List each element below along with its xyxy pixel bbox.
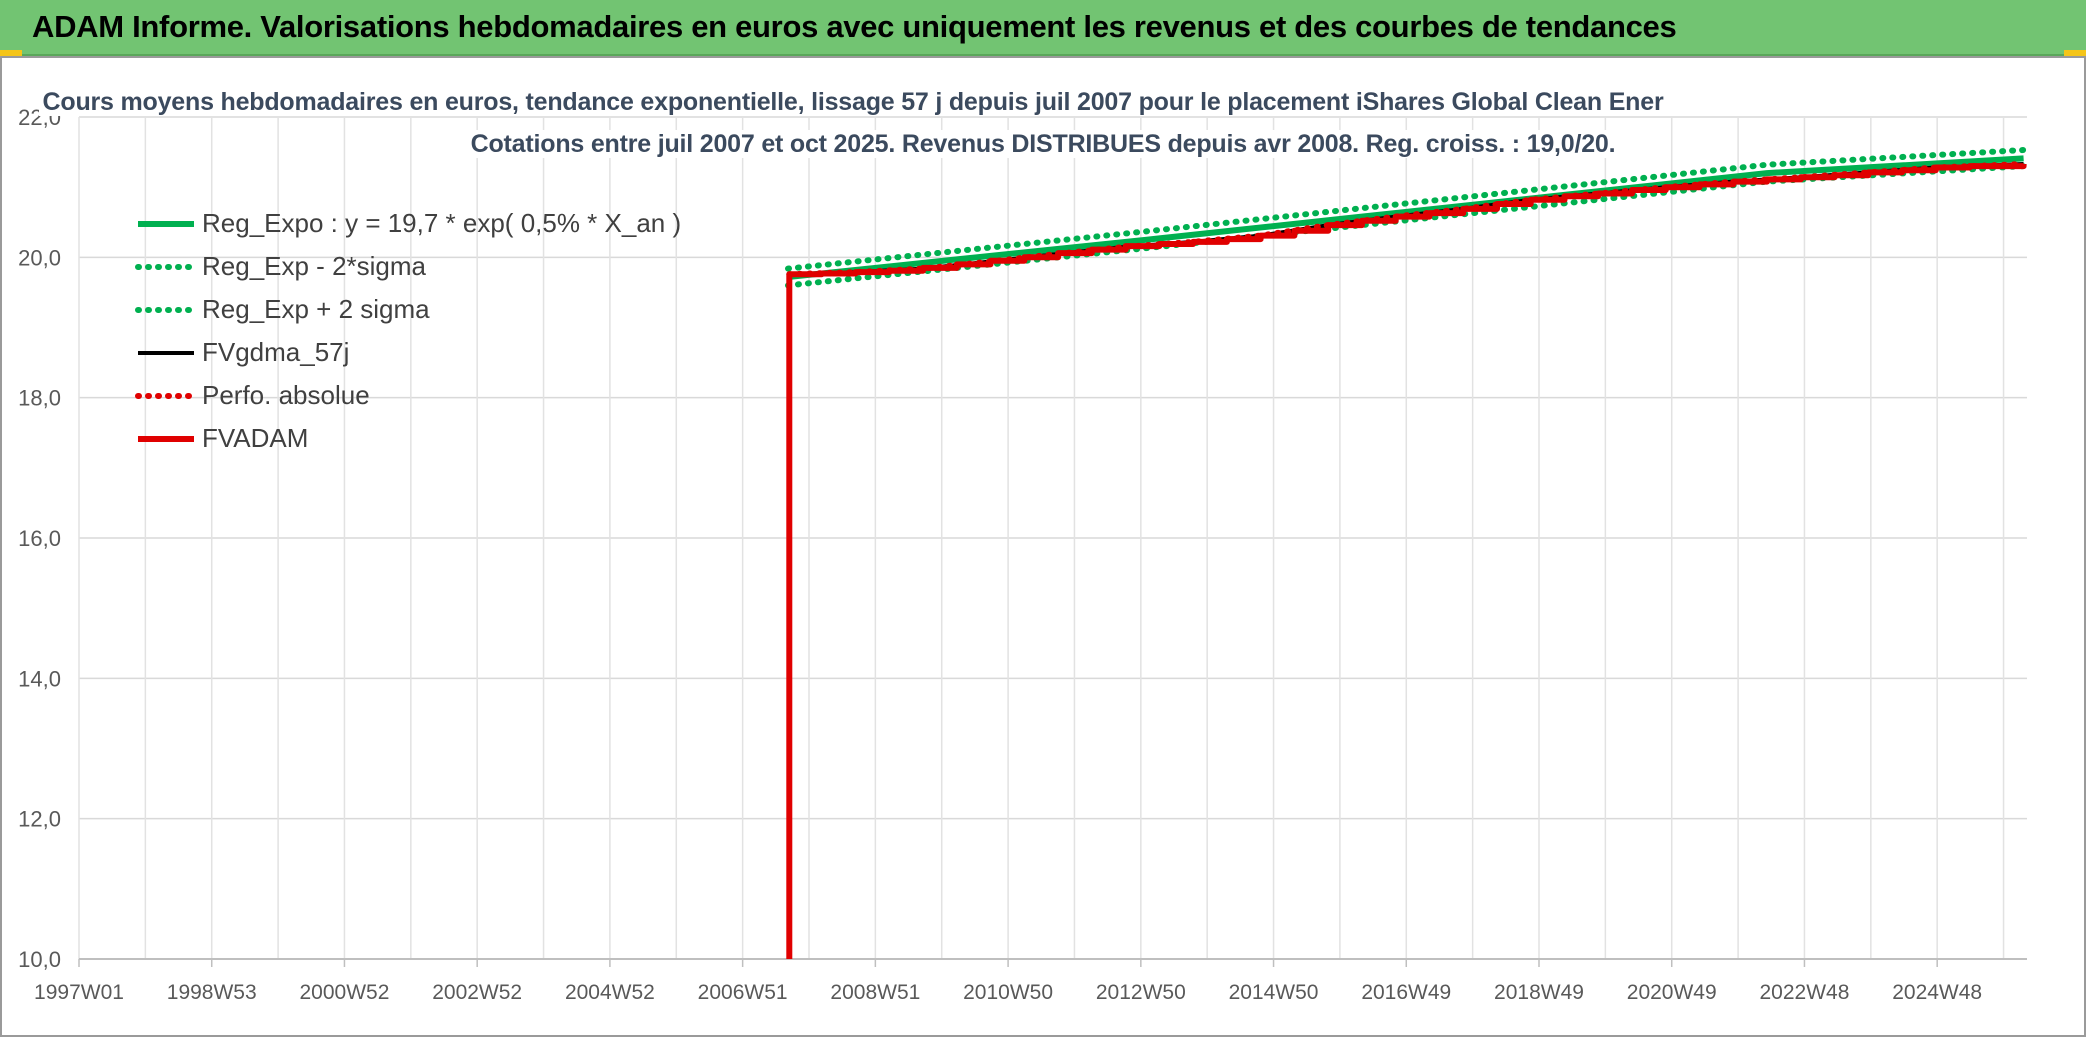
legend-swatch (138, 350, 194, 355)
x-tick-label: 2020W49 (1627, 981, 1717, 1004)
legend-label: Reg_Expo : y = 19,7 * exp( 0,5% * X_an ) (202, 208, 682, 238)
chart-title: Cours moyens hebdomadaires en euros, ten… (0, 88, 2086, 117)
x-axis-ticks: 1997W01 1998W53 2000W52 2002W52 2004W52 2006W… (34, 958, 2027, 1004)
legend-item: Reg_Exp - 2*sigma (134, 245, 681, 288)
legend-swatch (135, 392, 196, 399)
series-line (786, 163, 2027, 959)
y-tick-label: 10,0 (18, 947, 61, 972)
x-tick-label: 2006W51 (698, 981, 788, 1004)
corner-mark-right (2064, 50, 2086, 56)
legend-item: FVgdma_57j (134, 331, 681, 374)
legend-label: FVADAM (202, 423, 309, 453)
y-tick-label: 18,0 (18, 386, 61, 411)
x-tick-label: 1997W01 (34, 981, 124, 1004)
chart-subtitle: Cotations entre juil 2007 et oct 2025. R… (0, 130, 2086, 159)
x-tick-label: 1998W53 (167, 981, 257, 1004)
legend-item: Reg_Exp + 2 sigma (134, 288, 681, 331)
chart-legend: Reg_Expo : y = 19,7 * exp( 0,5% * X_an )… (134, 202, 681, 460)
y-axis-ticks: 10,012,014,016,018,020,022,0 (18, 105, 61, 972)
x-tick-label: 2012W50 (1096, 981, 1186, 1004)
report-header-banner: ADAM Informe. Valorisations hebdomadaire… (0, 0, 2086, 56)
x-tick-label: 2016W49 (1361, 981, 1451, 1004)
series-line (787, 155, 2024, 280)
x-tick-label: 2018W49 (1494, 981, 1584, 1004)
legend-swatch (138, 220, 194, 227)
y-tick-label: 12,0 (18, 807, 61, 832)
legend-item: Perfo. absolue (134, 374, 681, 417)
legend-item: FVADAM (134, 417, 681, 460)
y-tick-label: 14,0 (18, 666, 61, 691)
y-tick-label: 16,0 (18, 526, 61, 551)
x-tick-label: 2010W50 (963, 981, 1053, 1004)
x-tick-label: 2004W52 (565, 981, 655, 1004)
corner-mark-left (0, 50, 22, 56)
legend-label: Perfo. absolue (202, 380, 370, 410)
x-tick-label: 2000W52 (300, 981, 390, 1004)
legend-item: Reg_Expo : y = 19,7 * exp( 0,5% * X_an ) (134, 202, 681, 245)
gridlines (78, 116, 2027, 960)
legend-swatch (135, 306, 196, 313)
legend-label: Reg_Exp + 2 sigma (202, 294, 430, 324)
legend-label: Reg_Exp - 2*sigma (202, 251, 426, 281)
series-line (785, 147, 2027, 272)
series-lines (785, 147, 2027, 959)
x-tick-label: 2022W48 (1760, 981, 1850, 1004)
legend-swatch (138, 435, 194, 442)
legend-swatch (135, 263, 196, 270)
report-title: ADAM Informe. Valorisations hebdomadaire… (32, 9, 1677, 44)
x-tick-label: 2024W48 (1892, 981, 1982, 1004)
x-tick-label: 2002W52 (432, 981, 522, 1004)
legend-label: FVgdma_57j (202, 337, 350, 367)
x-tick-label: 2008W51 (830, 981, 920, 1004)
x-tick-label: 2014W50 (1229, 981, 1319, 1004)
y-tick-label: 20,0 (18, 245, 61, 270)
